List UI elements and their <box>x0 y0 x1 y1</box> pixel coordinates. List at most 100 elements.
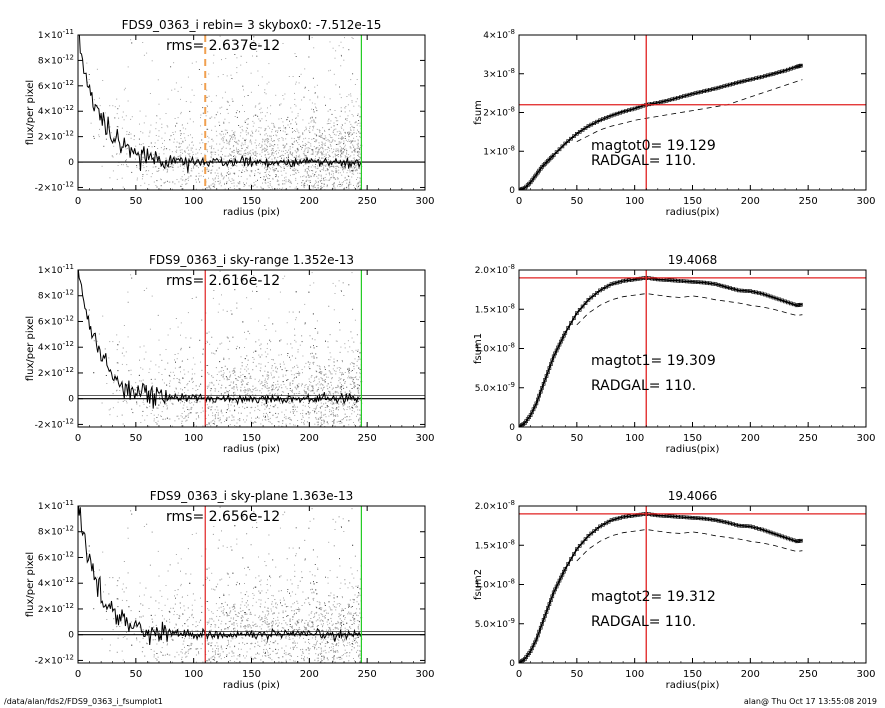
scatter-point <box>270 113 271 115</box>
scatter-point <box>339 386 341 388</box>
scatter-point <box>290 419 292 421</box>
scatter-point <box>287 119 288 120</box>
scatter-point <box>158 135 160 137</box>
scatter-point <box>343 142 345 144</box>
scatter-point <box>161 411 163 413</box>
x-tick-label: 50 <box>129 433 142 444</box>
scatter-point <box>252 357 254 358</box>
scatter-point <box>282 425 284 427</box>
scatter-point <box>116 98 118 100</box>
scatter-point <box>209 117 211 119</box>
scatter-point <box>287 133 289 135</box>
scatter-point <box>261 382 263 384</box>
scatter-point <box>357 142 359 144</box>
scatter-point <box>312 164 314 166</box>
scatter-point <box>329 391 331 392</box>
scatter-point <box>214 353 216 355</box>
y-tick-label: 2×10-8 <box>483 106 515 119</box>
scatter-point <box>290 159 292 160</box>
scatter-point <box>357 350 359 352</box>
scatter-point <box>352 157 354 159</box>
scatter-point <box>202 112 204 114</box>
scatter-point <box>266 382 268 384</box>
scatter-point <box>336 367 338 369</box>
scatter-point <box>186 182 188 184</box>
scatter-point <box>210 172 212 174</box>
scatter-point <box>172 181 174 183</box>
scatter-point <box>218 183 220 185</box>
scatter-point <box>333 415 335 417</box>
x-tick-label: 200 <box>300 196 319 207</box>
scatter-point <box>337 185 338 187</box>
plot-area <box>78 270 425 427</box>
scatter-point <box>349 406 350 408</box>
scatter-point <box>338 167 340 168</box>
scatter-point <box>272 384 274 386</box>
scatter-point <box>112 105 114 107</box>
scatter-point <box>312 77 314 79</box>
scatter-point <box>269 145 271 147</box>
scatter-point <box>315 163 317 165</box>
scatter-point <box>297 149 299 151</box>
scatter-point <box>139 390 141 392</box>
scatter-point <box>276 386 278 388</box>
scatter-point <box>289 186 291 188</box>
scatter-point <box>228 177 230 179</box>
scatter-point <box>295 376 297 378</box>
scatter-point <box>349 133 350 135</box>
scatter-point <box>315 148 317 150</box>
scatter-point <box>269 184 271 186</box>
y-tick-label: -2×10-12 <box>35 417 74 430</box>
scatter-point <box>207 151 208 153</box>
scatter-point <box>275 417 277 419</box>
scatter-point <box>244 331 245 333</box>
panel-title: FDS9_0363_i sky-range 1.352e-13 <box>149 253 354 267</box>
scatter-point <box>331 148 332 150</box>
scatter-point <box>330 402 332 404</box>
scatter-point <box>283 361 284 363</box>
scatter-point <box>189 402 191 404</box>
scatter-point <box>167 407 168 409</box>
scatter-point <box>187 371 189 373</box>
scatter-point <box>251 171 253 173</box>
scatter-point <box>259 383 261 385</box>
scatter-point <box>90 122 92 124</box>
plot-area <box>78 35 425 190</box>
scatter-point <box>320 186 321 188</box>
scatter-point <box>198 417 200 419</box>
scatter-point <box>219 270 221 272</box>
scatter-point <box>224 129 226 131</box>
scatter-point <box>252 125 254 127</box>
scatter-point <box>322 127 324 129</box>
scatter-point <box>341 384 342 386</box>
y-tick-label: 6×10-12 <box>38 79 74 92</box>
y-tick-label: 0 <box>509 186 515 196</box>
scatter-point <box>334 391 336 392</box>
scatter-point <box>316 390 318 392</box>
scatter-point <box>213 186 215 188</box>
scatter-point <box>313 408 315 410</box>
radgal-label: RADGAL= 110. <box>591 153 696 169</box>
scatter-point <box>313 361 315 363</box>
scatter-point <box>277 368 278 370</box>
scatter-point <box>246 170 248 172</box>
scatter-point <box>275 188 277 190</box>
scatter-point <box>296 384 298 386</box>
scatter-point <box>296 399 298 401</box>
scatter-point <box>265 169 267 170</box>
scatter-point <box>226 160 228 162</box>
scatter-point <box>248 394 250 396</box>
scatter-point <box>304 420 305 422</box>
scatter-point <box>311 385 313 387</box>
scatter-point <box>294 406 296 408</box>
scatter-point <box>346 186 348 188</box>
scatter-point <box>242 374 244 376</box>
scatter-point <box>328 154 330 156</box>
scatter-point <box>306 179 308 181</box>
scatter-point <box>338 184 340 185</box>
scatter-point <box>270 341 272 343</box>
scatter-point <box>220 422 222 424</box>
y-tick-label: 4×10-12 <box>38 340 74 353</box>
scatter-point <box>283 391 285 393</box>
scatter-point <box>252 55 253 57</box>
